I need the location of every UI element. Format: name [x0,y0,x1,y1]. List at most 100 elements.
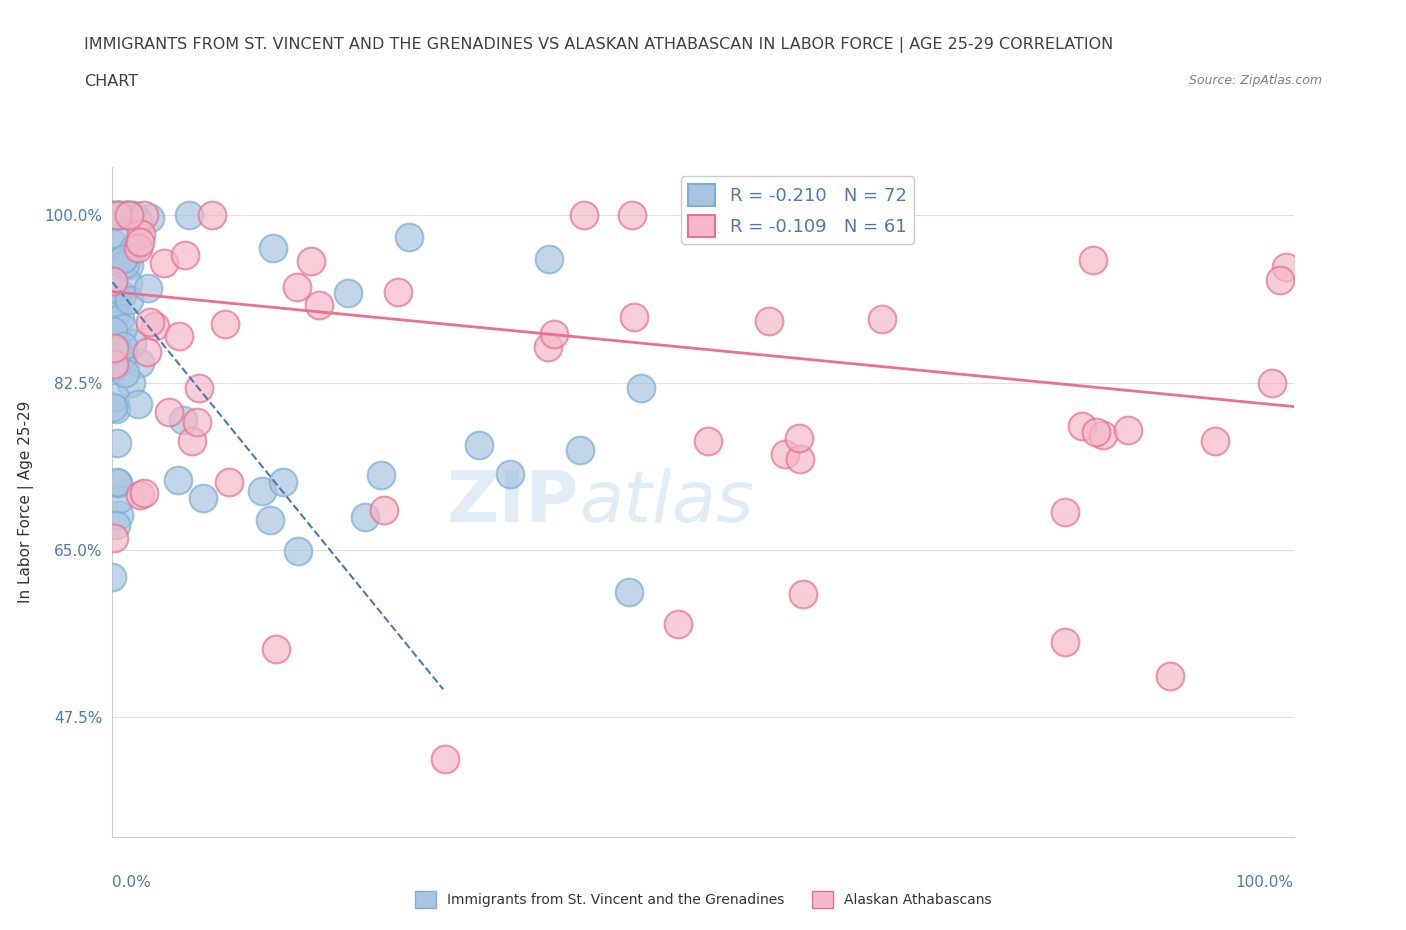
Point [111,252,134,267]
Point [259,512,281,527]
Point [117,275,139,290]
Point [145,318,167,333]
Point [103,236,125,251]
Point [1116,422,1139,437]
Point [112,321,135,336]
Point [337,286,360,301]
Point [398,229,420,244]
Point [1159,669,1181,684]
Point [187,380,209,395]
Point [118,258,141,272]
Point [118,207,141,222]
Point [1261,376,1284,391]
Point [105,341,128,356]
Point [159,405,181,419]
Point [108,508,131,523]
Point [537,252,560,267]
Point [112,339,135,353]
Point [131,227,153,242]
Point [730,207,752,222]
Point [569,443,592,458]
Point [101,207,124,222]
Point [373,503,395,518]
Point [103,357,125,372]
Point [498,467,520,482]
Text: ZIP: ZIP [447,468,579,537]
Point [574,207,596,222]
Point [139,210,162,225]
Point [264,642,287,657]
Text: Source: ZipAtlas.com: Source: ZipAtlas.com [1188,74,1322,87]
Point [468,438,491,453]
Point [110,207,132,222]
Point [104,309,127,324]
Point [118,293,141,308]
Point [103,281,125,296]
Point [105,435,128,450]
Point [621,207,644,222]
Point [1053,505,1076,520]
Point [115,207,138,222]
Point [792,587,814,602]
Point [107,476,129,491]
Point [104,290,127,305]
Point [103,227,125,242]
Point [434,752,457,767]
Point [285,279,308,294]
Point [122,207,145,222]
Point [108,492,131,507]
Point [218,475,240,490]
Point [370,468,392,483]
Point [132,207,155,222]
Point [132,485,155,500]
Point [153,256,176,271]
Point [787,431,810,445]
Point [287,544,309,559]
Point [387,285,409,299]
Point [128,487,150,502]
Point [107,207,129,222]
Point [118,207,141,222]
Point [872,312,894,326]
Point [121,335,143,350]
Point [111,287,134,302]
Point [1275,260,1298,275]
Point [690,207,713,222]
Point [214,316,236,331]
Point [111,251,134,266]
Point [714,207,737,222]
Point [110,311,132,325]
Point [103,315,125,330]
Point [114,365,136,380]
Point [167,473,190,488]
Text: IMMIGRANTS FROM ST. VINCENT AND THE GRENADINES VS ALASKAN ATHABASCAN IN LABOR FO: IMMIGRANTS FROM ST. VINCENT AND THE GREN… [84,37,1114,53]
Point [623,310,645,325]
Text: 100.0%: 100.0% [1236,875,1294,890]
Point [114,257,136,272]
Point [354,510,377,525]
Legend: Immigrants from St. Vincent and the Grenadines, Alaskan Athabascans: Immigrants from St. Vincent and the Gren… [409,885,997,914]
Point [127,213,149,228]
Point [101,570,124,585]
Point [271,475,294,490]
Point [543,326,565,341]
Y-axis label: In Labor Force | Age 25-29: In Labor Force | Age 25-29 [18,401,34,604]
Point [103,294,125,309]
Point [104,402,127,417]
Point [173,247,195,262]
Point [105,207,128,222]
Point [114,207,136,222]
Point [127,397,149,412]
Point [1268,272,1291,287]
Point [758,313,780,328]
Point [101,207,124,222]
Point [105,475,128,490]
Text: 0.0%: 0.0% [112,875,152,890]
Point [181,433,204,448]
Point [1091,428,1114,443]
Point [104,517,127,532]
Point [103,531,125,546]
Point [630,380,652,395]
Point [103,273,125,288]
Point [167,328,190,343]
